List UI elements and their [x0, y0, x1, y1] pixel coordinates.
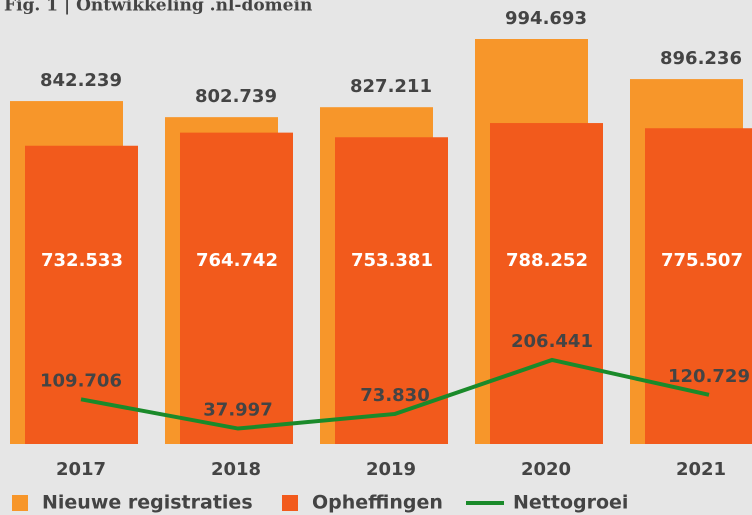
x-tick-label: 2020 — [521, 459, 571, 480]
legend-swatch — [282, 495, 298, 511]
value-label: 802.739 — [195, 86, 277, 107]
bar — [25, 145, 138, 444]
legend-label: Opheffingen — [312, 492, 443, 514]
chart-title: Fig. 1 | Ontwikkeling .nl-domein — [4, 0, 312, 16]
line — [80, 357, 710, 431]
value-label: 994.693 — [505, 8, 587, 29]
value-label: 732.533 — [41, 250, 123, 271]
value-label: 827.211 — [350, 76, 432, 97]
value-label: 37.997 — [203, 400, 272, 421]
value-label: 842.239 — [40, 70, 122, 91]
value-label: 764.742 — [196, 250, 278, 271]
x-tick-label: 2018 — [211, 459, 261, 480]
value-label: 896.236 — [660, 48, 742, 69]
bar — [490, 123, 603, 444]
legend-label: Nettogroei — [513, 492, 628, 514]
x-tick-label: 2017 — [56, 459, 106, 480]
value-label: 206.441 — [511, 331, 593, 352]
x-tick-label: 2021 — [676, 459, 726, 480]
legend-swatch — [12, 495, 28, 511]
bar — [645, 128, 752, 444]
legend-label: Nieuwe registraties — [42, 492, 253, 514]
value-label: 788.252 — [506, 250, 588, 271]
value-label: 775.507 — [661, 250, 743, 271]
value-label: 109.706 — [40, 370, 122, 391]
x-tick-label: 2019 — [366, 459, 416, 480]
value-label: 73.830 — [360, 385, 429, 406]
bar — [335, 137, 448, 444]
bar — [180, 132, 293, 445]
value-label: 120.729 — [668, 366, 750, 387]
value-label: 753.381 — [351, 250, 433, 271]
